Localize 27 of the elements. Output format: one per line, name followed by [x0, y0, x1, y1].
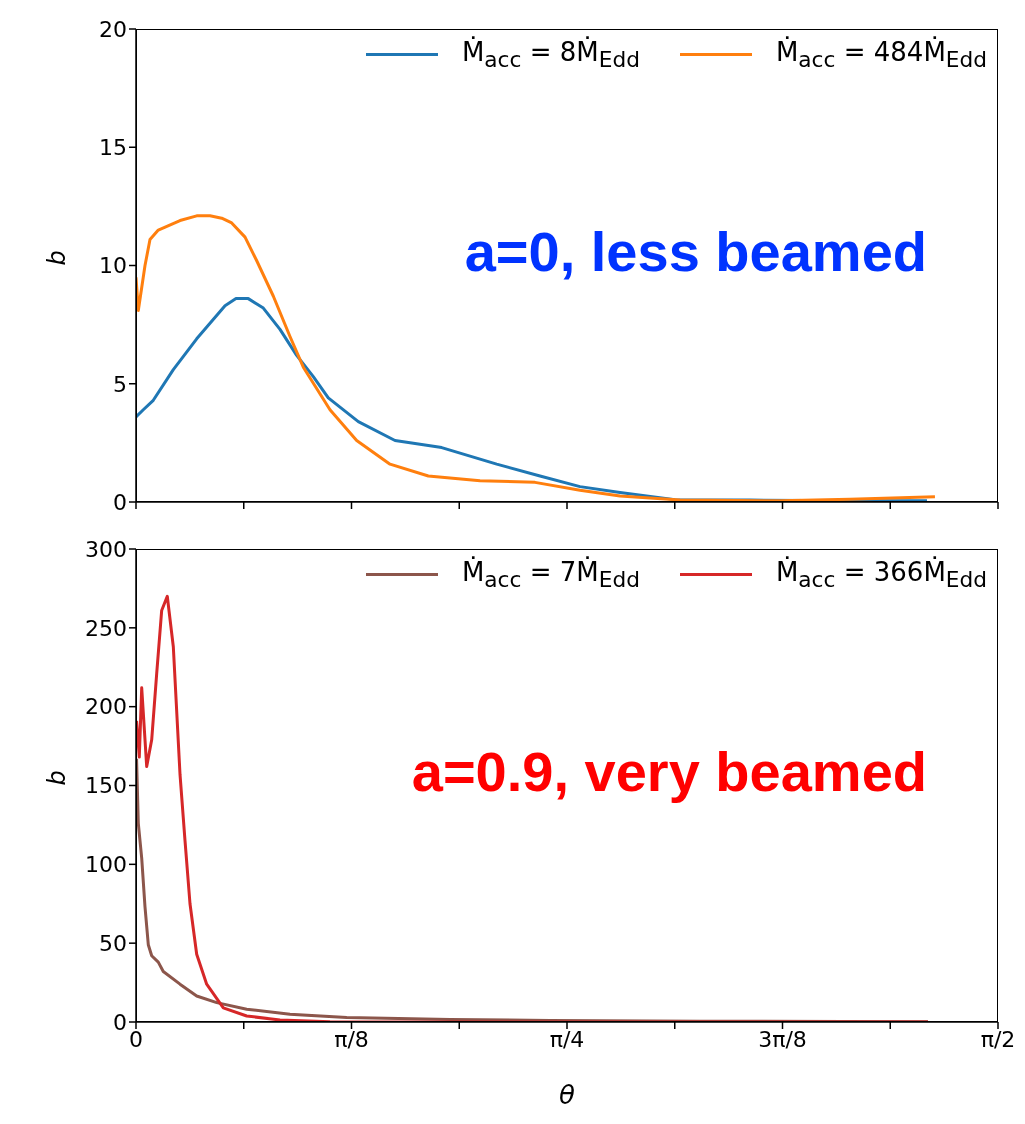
y-tick-label: 0	[113, 489, 127, 515]
y-tick-label: 300	[85, 536, 127, 562]
y-tick-label: 20	[99, 16, 127, 42]
y-axis-title: b	[42, 250, 71, 266]
y-tick-label: 200	[85, 694, 127, 720]
y-tick-label: 0	[113, 1009, 127, 1035]
y-tick-label: 150	[85, 773, 127, 799]
y-tick-label: 50	[99, 930, 127, 956]
annotation: a=0.9, very beamed	[411, 739, 927, 804]
y-tick-label: 5	[113, 371, 127, 397]
line-series	[136, 214, 937, 502]
x-tick-label: π/8	[334, 1026, 369, 1052]
y-tick-label: 10	[99, 253, 127, 279]
y-axis-title: b	[42, 770, 71, 786]
y-tick-label: 15	[99, 135, 127, 161]
x-tick-label: π/4	[549, 1026, 585, 1052]
legend-label: Ṁ$_{acc}$ = 366Ṁ$_{Edd}$	[775, 557, 987, 593]
y-tick-label: 100	[85, 852, 127, 878]
x-tick-label: π/2	[980, 1026, 1016, 1052]
legend-label: Ṁ$_{acc}$ = 8Ṁ$_{Edd}$	[461, 37, 640, 73]
legend-label: Ṁ$_{acc}$ = 7Ṁ$_{Edd}$	[461, 557, 640, 593]
annotation: a=0, less beamed	[464, 219, 927, 284]
x-tick-label: 0	[129, 1026, 143, 1052]
y-tick-label: 250	[85, 615, 127, 641]
x-axis-title: θ	[559, 1080, 576, 1110]
x-tick-label: 3π/8	[758, 1026, 807, 1052]
legend-label: Ṁ$_{acc}$ = 484Ṁ$_{Edd}$	[775, 37, 987, 73]
